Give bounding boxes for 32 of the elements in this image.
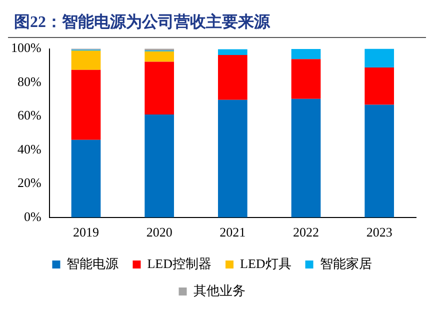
bar [71, 50, 101, 70]
legend-label: LED控制器 [147, 256, 212, 271]
x-tick-label: 2020 [146, 224, 172, 240]
y-tick-label: 60% [17, 108, 42, 123]
y-tick-label: 80% [17, 74, 42, 89]
y-tick-label: 40% [17, 141, 42, 156]
x-tick-label: 2022 [293, 224, 319, 240]
bar [218, 49, 248, 56]
bar [71, 140, 101, 218]
bar [71, 70, 101, 140]
bar [364, 68, 394, 105]
x-tick-label: 2021 [220, 224, 246, 240]
legend-label: 其他业务 [193, 282, 246, 298]
bar [144, 114, 174, 218]
chart-title: 图22：智能电源为公司营收主要来源 [8, 8, 426, 38]
bar [144, 62, 174, 115]
legend-label: 智能家居 [320, 256, 372, 271]
bar [144, 51, 174, 62]
y-tick-label: 100% [10, 40, 42, 56]
y-tick-label: 20% [17, 175, 42, 190]
bar [218, 55, 248, 100]
bar [291, 59, 321, 99]
bar [291, 48, 321, 60]
legend-label: LED灯具 [240, 256, 292, 271]
x-tick-label: 2023 [366, 224, 392, 240]
bar [364, 48, 394, 68]
bar [291, 98, 321, 218]
x-tick-label: 2019 [72, 224, 99, 240]
y-tick-label: 0% [24, 208, 42, 224]
bar [218, 100, 248, 218]
legend-label: 智能电源 [66, 256, 119, 271]
bar [364, 104, 394, 218]
